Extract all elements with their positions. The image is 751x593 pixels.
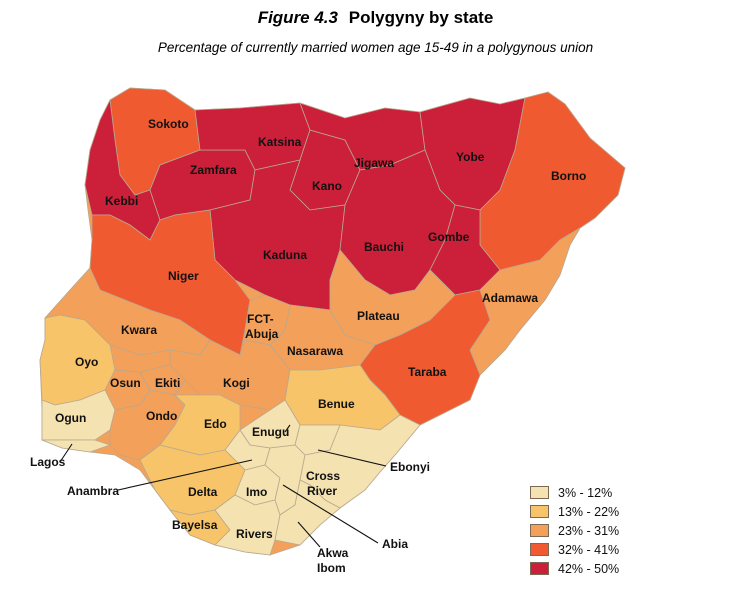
label-katsina: Katsina bbox=[258, 135, 302, 149]
legend-item: 32% - 41% bbox=[530, 540, 619, 559]
legend-swatch bbox=[530, 543, 549, 556]
label-kwara: Kwara bbox=[121, 323, 157, 337]
legend: 3% - 12% 13% - 22% 23% - 31% 32% - 41% 4… bbox=[530, 483, 619, 578]
label-kaduna: Kaduna bbox=[263, 248, 307, 262]
legend-swatch bbox=[530, 486, 549, 499]
leader-enugu bbox=[284, 424, 291, 433]
label-imo: Imo bbox=[246, 485, 267, 499]
label-akwa-ibom-line1: Akwa bbox=[317, 546, 349, 560]
label-edo: Edo bbox=[204, 417, 227, 431]
label-borno: Borno bbox=[551, 169, 586, 183]
label-kogi: Kogi bbox=[223, 376, 250, 390]
label-kano: Kano bbox=[312, 179, 342, 193]
label-kebbi: Kebbi bbox=[105, 194, 138, 208]
figure-number: Figure 4.3 bbox=[257, 8, 338, 27]
leader-abia bbox=[282, 484, 379, 544]
label-nasarawa: Nasarawa bbox=[287, 344, 343, 358]
label-jigawa: Jigawa bbox=[354, 156, 394, 170]
label-sokoto: Sokoto bbox=[148, 117, 189, 131]
label-enugu: Enugu bbox=[252, 425, 289, 439]
leader-akwa-ibom bbox=[297, 521, 321, 548]
label-benue: Benue bbox=[318, 397, 355, 411]
legend-item: 3% - 12% bbox=[530, 483, 619, 502]
label-ogun: Ogun bbox=[55, 411, 86, 425]
label-oyo: Oyo bbox=[75, 355, 98, 369]
label-rivers: Rivers bbox=[236, 527, 273, 541]
legend-item: 42% - 50% bbox=[530, 559, 619, 578]
legend-label: 42% - 50% bbox=[558, 561, 620, 576]
legend-label: 23% - 31% bbox=[558, 523, 620, 538]
label-niger: Niger bbox=[168, 269, 199, 283]
legend-label: 3% - 12% bbox=[558, 485, 613, 500]
legend-label: 13% - 22% bbox=[558, 504, 620, 519]
legend-label: 32% - 41% bbox=[558, 542, 620, 557]
label-delta: Delta bbox=[188, 485, 218, 499]
leader-lagos bbox=[59, 443, 73, 463]
label-taraba: Taraba bbox=[408, 365, 447, 379]
legend-item: 23% - 31% bbox=[530, 521, 619, 540]
label-fct-line1: FCT- bbox=[247, 312, 274, 326]
label-bauchi: Bauchi bbox=[364, 240, 404, 254]
legend-swatch bbox=[530, 524, 549, 537]
label-anambra: Anambra bbox=[67, 484, 119, 498]
label-fct-line2: Abuja bbox=[245, 327, 279, 341]
label-plateau: Plateau bbox=[357, 309, 400, 323]
label-cross-river-line1: Cross bbox=[306, 469, 340, 483]
figure-title-text: Polygyny by state bbox=[348, 8, 494, 27]
state-akwa-ibom bbox=[274, 479, 341, 546]
label-abia: Abia bbox=[382, 537, 408, 551]
label-cross-river-line2: River bbox=[307, 484, 337, 498]
leader-ebonyi bbox=[317, 449, 387, 467]
label-adamawa: Adamawa bbox=[482, 291, 538, 305]
label-osun: Osun bbox=[110, 376, 141, 390]
label-bayelsa: Bayelsa bbox=[172, 518, 218, 532]
label-ekiti: Ekiti bbox=[155, 376, 180, 390]
label-yobe: Yobe bbox=[456, 150, 485, 164]
label-lagos: Lagos bbox=[30, 455, 66, 469]
legend-swatch bbox=[530, 505, 549, 518]
legend-swatch bbox=[530, 562, 549, 575]
label-gombe: Gombe bbox=[428, 230, 470, 244]
legend-item: 13% - 22% bbox=[530, 502, 619, 521]
label-zamfara: Zamfara bbox=[190, 163, 237, 177]
label-akwa-ibom-line2: Ibom bbox=[317, 561, 346, 575]
leader-anambra bbox=[117, 459, 253, 491]
figure-title: Figure 4.3 Polygyny by state bbox=[0, 8, 751, 28]
label-ondo: Ondo bbox=[146, 409, 177, 423]
label-ebonyi: Ebonyi bbox=[390, 460, 430, 474]
figure-subtitle: Percentage of currently married women ag… bbox=[157, 40, 594, 55]
state-ekiti bbox=[139, 364, 186, 396]
